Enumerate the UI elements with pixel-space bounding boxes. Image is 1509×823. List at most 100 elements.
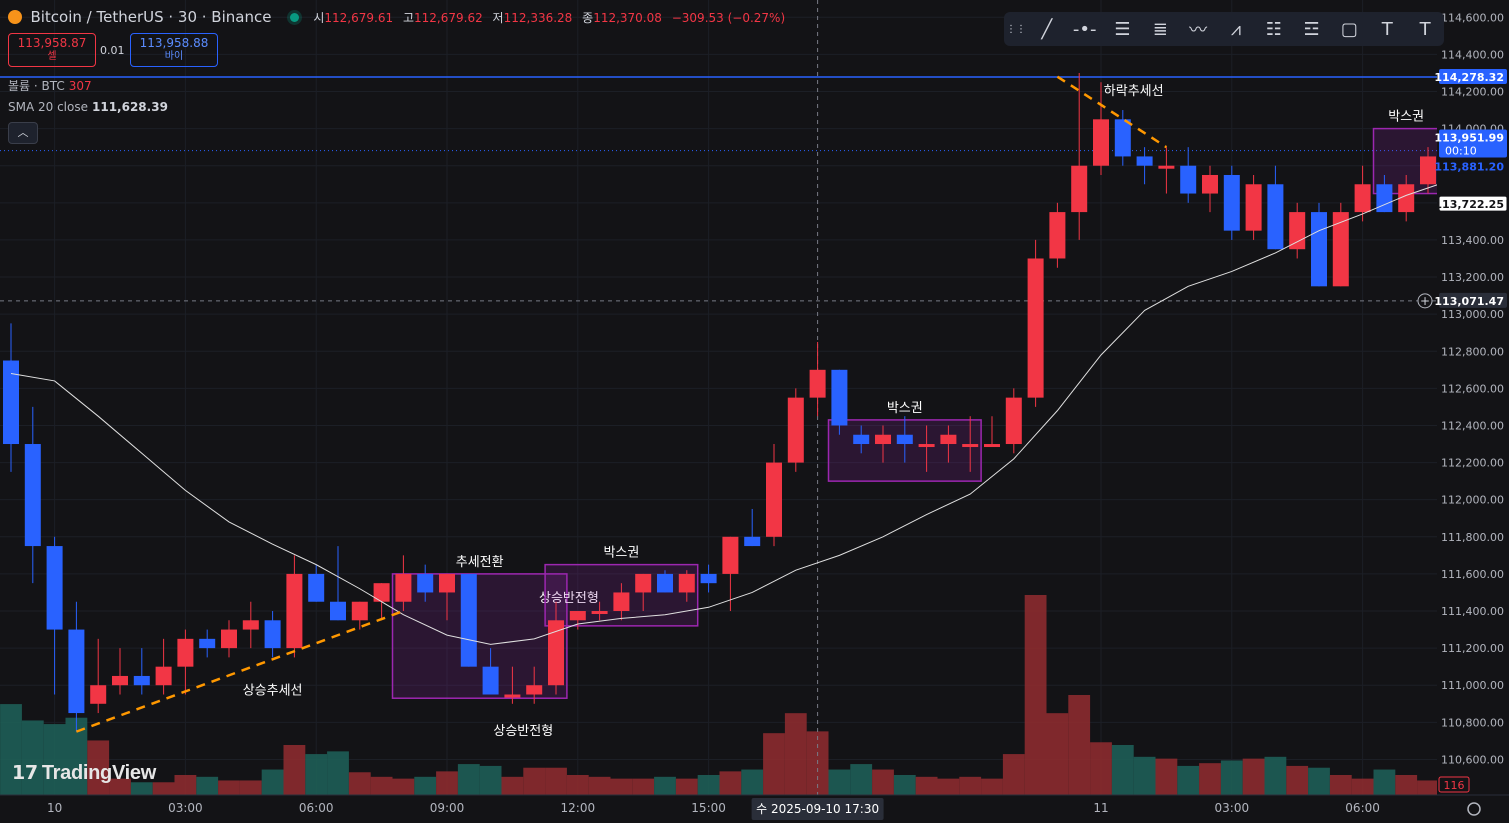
box-label: 박스권 xyxy=(603,546,639,561)
price-label-bg xyxy=(1439,129,1507,158)
candle-body xyxy=(286,573,303,649)
volume-bar xyxy=(654,776,676,795)
market-open-icon xyxy=(289,13,299,22)
volume-bar xyxy=(741,769,764,795)
volume-bar xyxy=(392,778,415,795)
box-inner-label: 상승반전형 xyxy=(539,591,599,606)
candle-body xyxy=(439,573,455,593)
price-tick-label: 113,200.00 xyxy=(1441,271,1504,284)
volume-bar xyxy=(588,776,611,795)
collapse-legend-button[interactable]: ︿ xyxy=(8,122,38,144)
candle-body xyxy=(984,444,1000,448)
text-icon[interactable]: T xyxy=(1381,18,1393,40)
price-tick-label: 112,800.00 xyxy=(1441,345,1504,358)
text-note-icon[interactable]: T xyxy=(1419,18,1431,40)
trend-line xyxy=(1056,75,1168,149)
tradingview-logo-icon: 𝟭𝟳 xyxy=(12,763,38,784)
candle-body xyxy=(809,369,826,398)
volume-bar xyxy=(1286,765,1309,795)
volume-bar xyxy=(850,764,873,795)
volume-legend[interactable]: 볼륨 · BTC 307 xyxy=(8,79,92,93)
price-label-bg xyxy=(1439,292,1507,308)
parallel-channel-icon[interactable]: ☰ xyxy=(1114,18,1131,40)
candle-body xyxy=(896,434,913,445)
volume-bar xyxy=(348,772,371,795)
candle-body xyxy=(1114,119,1131,157)
volume-bar xyxy=(893,775,916,795)
time-tick-label: 03:00 xyxy=(1215,801,1250,815)
volume-bar xyxy=(87,740,110,795)
time-tick-label: 11 xyxy=(1093,801,1108,815)
candle-body xyxy=(68,629,85,714)
price-tick-label: 111,600.00 xyxy=(1441,568,1504,581)
rectangle-icon[interactable]: ▢ xyxy=(1340,18,1358,40)
volume-bar xyxy=(1002,754,1025,795)
price-tick-label: 111,200.00 xyxy=(1441,642,1504,655)
candle-body xyxy=(635,573,652,593)
abcd-pattern-icon[interactable]: ⩘ xyxy=(1230,18,1242,40)
candle-body xyxy=(177,638,194,667)
candle-body xyxy=(766,462,782,537)
candle-body xyxy=(1158,165,1175,169)
volume-bar xyxy=(784,713,807,795)
box-label: 박스권 xyxy=(1388,110,1424,125)
volume-bar xyxy=(1395,775,1418,795)
time-tick-label: 10 xyxy=(47,801,62,815)
candle-body xyxy=(678,573,695,593)
drawing-toolbar: ⋮⋮ ╱ -•- ☰ ≣ 〰 ⩘ ☷ ☲ ▢ T T xyxy=(1004,12,1444,46)
candle-body xyxy=(875,434,891,445)
volume-value-bg xyxy=(1438,776,1470,793)
volume-bar xyxy=(1264,756,1287,795)
candle-body xyxy=(460,573,477,667)
candle-body xyxy=(853,434,870,445)
candle-body xyxy=(613,592,630,612)
trend-line xyxy=(75,609,404,733)
time-tick-label: 06:00 xyxy=(299,801,334,815)
price-tick-label: 111,400.00 xyxy=(1441,605,1504,618)
fib-retracement-icon[interactable]: ≣ xyxy=(1152,18,1168,40)
price-label: 113,722.25 xyxy=(1434,198,1504,211)
forecast-icon[interactable]: ☲ xyxy=(1303,18,1320,40)
buy-price: 113,958.88 xyxy=(139,36,209,50)
buy-button[interactable]: 113,958.88 바이 xyxy=(130,33,218,67)
drag-handle-icon[interactable]: ⋮⋮ xyxy=(1005,23,1026,35)
sma-legend[interactable]: SMA 20 close 111,628.39 xyxy=(8,100,168,114)
volume-bar xyxy=(43,724,66,795)
volume-bar xyxy=(1068,695,1091,795)
elliott-wave-icon[interactable]: 〰 xyxy=(1189,20,1208,41)
trend-line-icon[interactable]: ╱ xyxy=(1041,18,1053,40)
volume-bar xyxy=(65,717,88,795)
volume-bar xyxy=(1046,713,1069,795)
crosshair-time-label: 수 2025-09-10 17:30 xyxy=(756,802,879,816)
candle-body xyxy=(744,536,761,547)
price-tick-label: 110,600.00 xyxy=(1441,753,1504,766)
candle-body xyxy=(1180,165,1197,194)
time-tick-label: 15:00 xyxy=(691,801,726,815)
buy-label: 바이 xyxy=(164,51,184,62)
volume-bar xyxy=(174,775,197,795)
range-box xyxy=(391,573,568,699)
candle-body xyxy=(373,583,390,602)
candle-body xyxy=(395,573,412,602)
price-tick-label: 112,200.00 xyxy=(1441,457,1504,470)
candle-body xyxy=(569,611,586,621)
trend-label: 상승추세선 xyxy=(243,684,303,699)
long-position-icon[interactable]: ☷ xyxy=(1265,18,1282,40)
volume-value-label: 116 xyxy=(1444,779,1465,792)
sell-button[interactable]: 113,958.87 셀 xyxy=(8,33,96,67)
candle-body xyxy=(657,573,673,593)
candle-body xyxy=(417,573,434,593)
volume-bar xyxy=(1111,745,1134,795)
candle-body xyxy=(330,601,346,621)
volume-bar xyxy=(872,769,894,795)
add-alert-plus: + xyxy=(1420,294,1430,308)
candle-body xyxy=(351,601,368,621)
candle-body xyxy=(504,694,521,698)
horizontal-ray-icon[interactable]: -•- xyxy=(1072,18,1097,40)
time-tick-label: 03:00 xyxy=(168,801,203,815)
candle-body xyxy=(1027,258,1044,398)
symbol-title[interactable]: Bitcoin / TetherUS · 30 · Binance xyxy=(30,8,272,26)
candle-body xyxy=(918,444,935,448)
volume-bar xyxy=(915,776,938,795)
